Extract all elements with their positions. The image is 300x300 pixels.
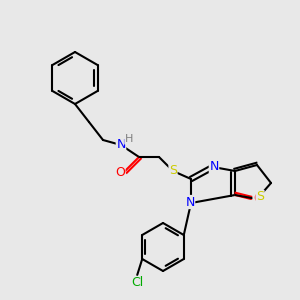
Text: N: N (116, 139, 126, 152)
Text: Cl: Cl (131, 277, 143, 290)
Text: N: N (209, 160, 219, 172)
Text: N: N (185, 196, 195, 208)
Text: O: O (253, 193, 263, 206)
Text: H: H (125, 134, 133, 144)
Text: S: S (256, 190, 264, 203)
Text: O: O (115, 167, 125, 179)
Text: S: S (169, 164, 177, 178)
